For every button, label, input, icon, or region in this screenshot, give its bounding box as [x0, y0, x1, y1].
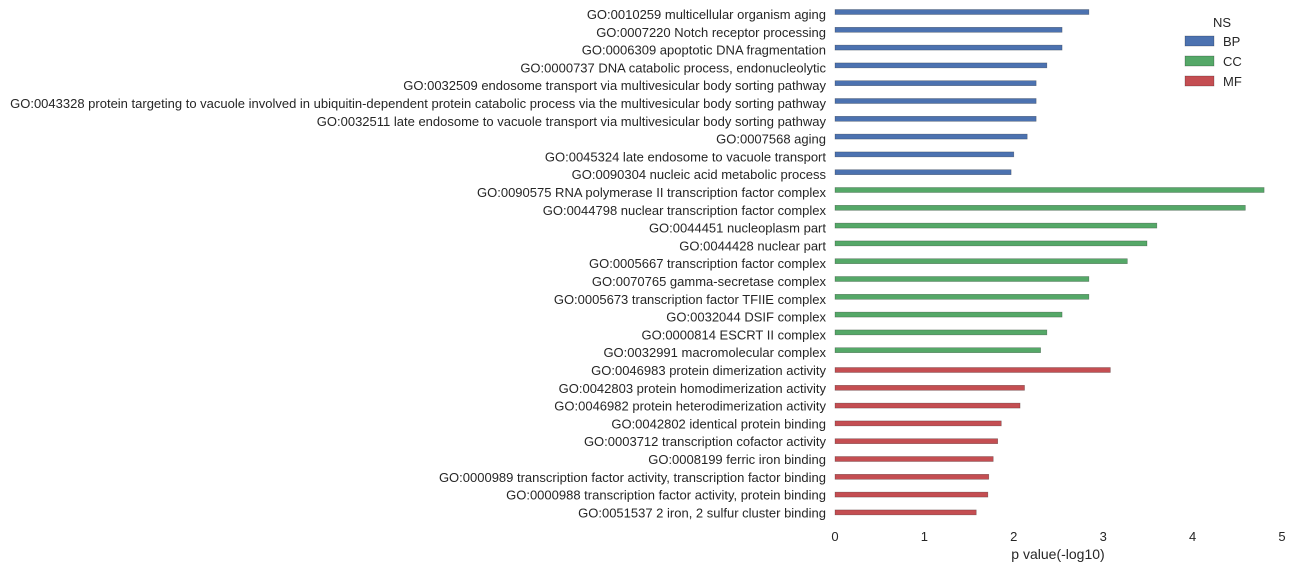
legend: NS BP CC MF [1184, 15, 1242, 89]
legend-entry-label: MF [1223, 74, 1242, 89]
bar [834, 26, 1063, 33]
bar [834, 293, 1090, 300]
x-tick-label: 2 [1010, 529, 1017, 544]
category-label: GO:0005673 transcription factor TFIIE co… [554, 292, 827, 307]
bar [834, 276, 1090, 282]
category-label: GO:0032509 endosome transport via multiv… [403, 78, 826, 93]
x-tick-label: 1 [921, 529, 928, 544]
x-axis-label: p value(-log10) [1011, 546, 1104, 562]
bar [834, 473, 990, 480]
bar [834, 133, 1028, 140]
bar [834, 205, 1246, 211]
category-label: GO:0000737 DNA catabolic process, endonu… [520, 60, 826, 75]
bar [834, 222, 1158, 229]
category-label: GO:0003712 transcription cofactor activi… [584, 434, 827, 449]
legend-entry-label: CC [1223, 54, 1242, 69]
category-label: GO:0008199 ferric iron binding [648, 452, 826, 467]
bar [834, 311, 1063, 318]
category-label: GO:0045324 late endosome to vacuole tran… [545, 149, 827, 164]
category-label: GO:0090304 nucleic acid metabolic proces… [572, 167, 827, 182]
x-tick-label: 5 [1278, 529, 1285, 544]
category-label: GO:0010259 multicellular organism aging [587, 7, 826, 22]
bar [834, 384, 1025, 391]
legend-entry-label: BP [1223, 34, 1240, 49]
bar [834, 402, 1021, 409]
category-label: GO:0006309 apoptotic DNA fragmentation [582, 43, 826, 58]
legend-swatch [1184, 35, 1215, 47]
category-label: GO:0090575 RNA polymerase II transcripti… [477, 185, 826, 200]
category-label: GO:0043328 protein targeting to vacuole … [10, 96, 826, 111]
category-label: GO:0000814 ESCRT II complex [641, 327, 826, 342]
category-label: GO:0044798 nuclear transcription factor … [543, 203, 827, 218]
bar [834, 62, 1048, 69]
bar [834, 187, 1265, 193]
bar [834, 169, 1012, 175]
bar [834, 44, 1063, 51]
category-label: GO:0007220 Notch receptor processing [596, 25, 826, 40]
category-label: GO:0000988 transcription factor activity… [506, 488, 826, 503]
bar [834, 240, 1148, 247]
category-label: GO:0000989 transcription factor activity… [439, 470, 826, 485]
category-label: GO:0032991 macromolecular complex [603, 345, 826, 360]
category-label: GO:0005667 transcription factor complex [589, 256, 827, 271]
bar [834, 491, 989, 498]
bar [834, 116, 1037, 122]
x-tick-label: 3 [1100, 529, 1107, 544]
bar [834, 151, 1015, 158]
category-label: GO:0032511 late endosome to vacuole tran… [317, 114, 827, 129]
x-axis: p value(-log10) 0 1 2 3 4 5 [831, 529, 1285, 562]
bar [834, 98, 1037, 104]
x-tick-label: 4 [1189, 529, 1196, 544]
category-label: GO:0042803 protein homodimerization acti… [559, 381, 827, 396]
bar [834, 258, 1128, 265]
bar [834, 347, 1041, 354]
bar [834, 80, 1037, 86]
category-label: GO:0007568 aging [716, 132, 826, 147]
category-label: GO:0032044 DSIF complex [666, 310, 826, 325]
bar [834, 456, 994, 462]
bar [834, 367, 1111, 373]
category-label: GO:0046982 protein heterodimerization ac… [554, 399, 826, 414]
category-label: GO:0051537 2 iron, 2 sulfur cluster bind… [578, 505, 826, 520]
category-label: GO:0070765 gamma-secretase complex [592, 274, 827, 289]
legend-swatch [1184, 75, 1215, 87]
bar [834, 9, 1090, 15]
bars-layer [834, 9, 1265, 516]
category-label: GO:0044451 nucleoplasm part [649, 221, 826, 236]
category-label: GO:0042802 identical protein binding [611, 416, 826, 431]
category-label: GO:0046983 protein dimerization activity [591, 363, 826, 378]
legend-swatch [1184, 55, 1215, 67]
bar [834, 420, 1002, 427]
category-label: GO:0044428 nuclear part [679, 238, 826, 253]
bar [834, 329, 1048, 336]
legend-title: NS [1213, 15, 1231, 30]
x-tick-label: 0 [831, 529, 838, 544]
category-labels: GO:0010259 multicellular organism aging G… [10, 7, 826, 520]
bar [834, 509, 977, 516]
bar [834, 438, 999, 445]
